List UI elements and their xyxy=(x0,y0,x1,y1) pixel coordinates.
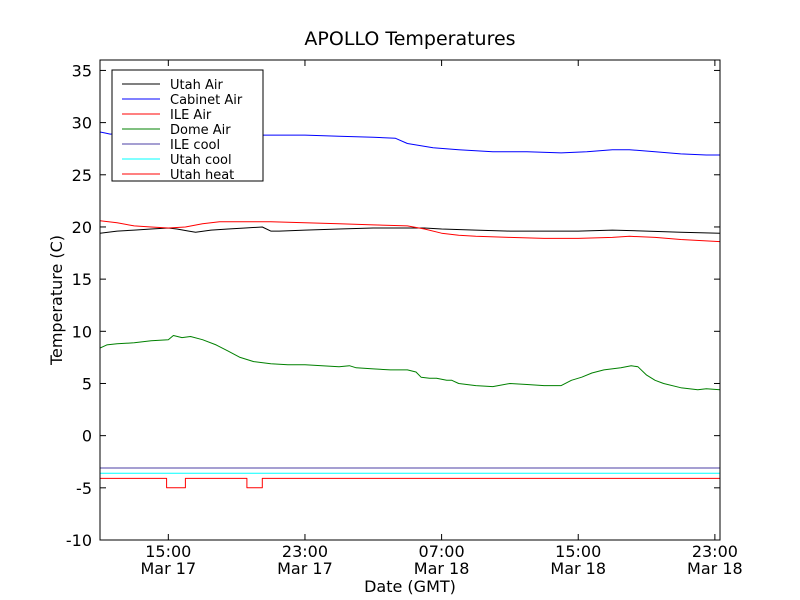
y-axis-label: Temperature (C) xyxy=(47,235,66,366)
y-tick-label: 20 xyxy=(72,218,92,237)
legend-label: ILE Air xyxy=(170,108,212,123)
y-tick-label: -5 xyxy=(76,479,92,498)
y-tick-label: 0 xyxy=(82,427,92,446)
x-tick-label-time: 15:00 xyxy=(555,542,601,561)
y-tick-label: 10 xyxy=(72,322,92,341)
legend-box xyxy=(111,69,264,182)
legend-label: Utah Air xyxy=(170,78,223,93)
chart-title: APOLLO Temperatures xyxy=(304,28,515,50)
x-tick-label-time: 07:00 xyxy=(419,542,465,561)
x-tick-label-date: Mar 18 xyxy=(414,559,470,578)
x-tick-label-time: 15:00 xyxy=(145,542,191,561)
legend-label: ILE cool xyxy=(170,138,220,153)
x-tick-label-date: Mar 18 xyxy=(687,559,743,578)
legend-label: Cabinet Air xyxy=(170,93,243,108)
x-tick-label-date: Mar 17 xyxy=(277,559,333,578)
y-tick-label: 30 xyxy=(72,114,92,133)
series-line-ile-air xyxy=(100,220,720,243)
x-tick-label-date: Mar 17 xyxy=(140,559,196,578)
x-axis-label: Date (GMT) xyxy=(364,577,456,596)
x-tick-label-time: 23:00 xyxy=(282,542,328,561)
y-tick-label: 25 xyxy=(72,166,92,185)
legend-label: Utah cool xyxy=(170,153,232,168)
series-line-utah-air xyxy=(100,226,720,234)
y-tick-label: 15 xyxy=(72,270,92,289)
x-tick-label-time: 23:00 xyxy=(692,542,738,561)
series-line-utah-heat xyxy=(100,477,720,489)
series-line-dome-air xyxy=(100,335,720,391)
legend-label: Utah heat xyxy=(170,168,234,183)
y-tick-label: -10 xyxy=(66,531,92,550)
y-tick-label: 5 xyxy=(82,374,92,393)
x-tick-label-date: Mar 18 xyxy=(550,559,606,578)
legend-label: Dome Air xyxy=(170,123,231,138)
plot-frame xyxy=(99,59,721,541)
y-tick-label: 35 xyxy=(72,61,92,80)
